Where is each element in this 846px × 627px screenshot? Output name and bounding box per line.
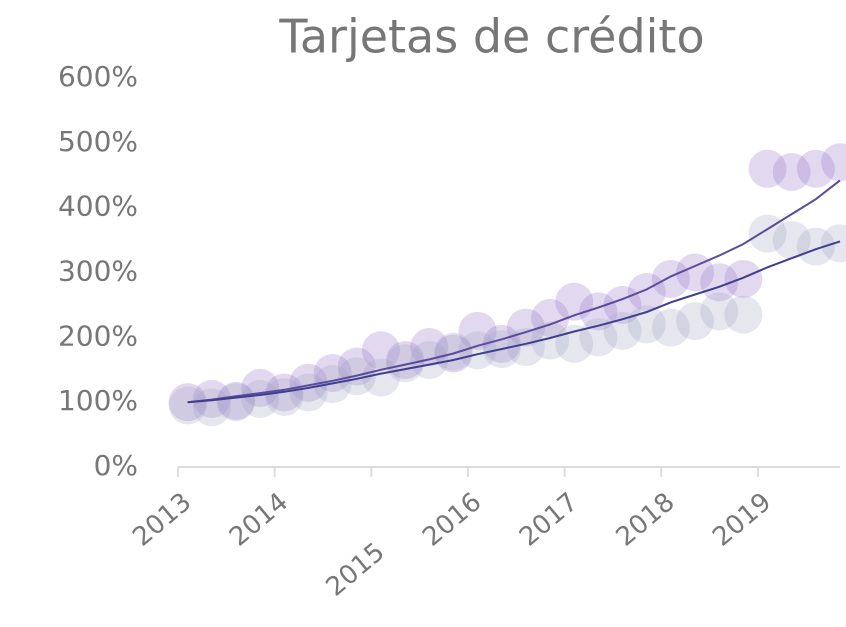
y-tick-label: 100% [58, 384, 138, 417]
x-tick-label: 2013 [127, 487, 197, 553]
point [506, 308, 545, 347]
line [187, 240, 841, 404]
point [724, 259, 763, 298]
point [241, 379, 280, 418]
y-tick-label: 300% [58, 255, 138, 288]
point [651, 308, 690, 347]
point [772, 153, 811, 192]
x-tick-label: 2018 [611, 487, 681, 553]
point [772, 221, 811, 260]
point [386, 341, 425, 380]
point [241, 368, 280, 407]
point [168, 383, 207, 422]
point [361, 331, 400, 370]
x-tick-label: 2015 [321, 537, 391, 603]
x-tick-label: 2017 [514, 487, 584, 553]
point [482, 324, 521, 363]
point [168, 386, 207, 425]
point [700, 292, 739, 331]
x-tick-label: 2019 [707, 487, 777, 553]
point [386, 344, 425, 383]
point [555, 282, 594, 321]
point [458, 311, 497, 350]
x-tick-label: 2014 [224, 487, 294, 553]
point [506, 328, 545, 367]
point [821, 143, 846, 182]
point [676, 302, 715, 341]
point [216, 381, 255, 420]
chart-title: Tarjetas de crédito [278, 10, 704, 64]
point [724, 295, 763, 334]
point [748, 149, 787, 188]
y-tick-label: 500% [58, 125, 138, 158]
x-tick-label: 2016 [417, 487, 487, 553]
point [458, 331, 497, 370]
point [796, 227, 835, 266]
point [796, 149, 835, 188]
point [579, 292, 618, 331]
point [651, 259, 690, 298]
line [187, 179, 841, 404]
point [216, 383, 255, 422]
point [627, 272, 666, 311]
point [289, 363, 328, 402]
y-tick-label: 400% [58, 190, 138, 223]
y-tick-label: 0% [94, 449, 138, 482]
y-tick-label: 200% [58, 319, 138, 352]
point [531, 321, 570, 360]
point [676, 253, 715, 292]
y-tick-label: 600% [58, 60, 138, 93]
point [700, 263, 739, 302]
